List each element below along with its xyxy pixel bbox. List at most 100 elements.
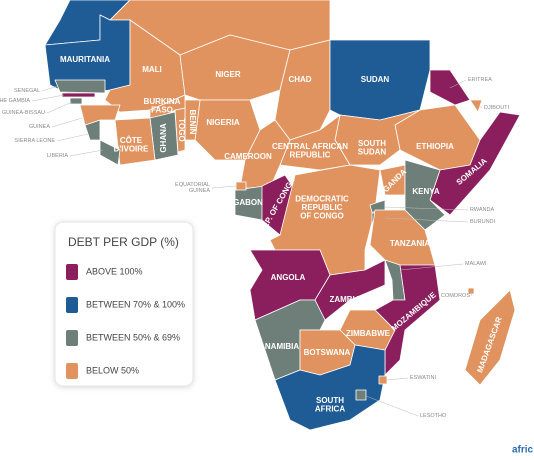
label-line: EQUATORIAL	[175, 182, 210, 188]
label-line: GUINEA	[29, 124, 50, 130]
countries	[44, 14, 521, 431]
leader-line	[384, 217, 469, 223]
label-line: KENYA	[412, 187, 439, 196]
brand: afric	[512, 445, 534, 456]
label-line: RWANDA	[470, 207, 494, 213]
country-label: RWANDA	[470, 207, 494, 213]
country-label: TANZANIA	[390, 239, 431, 248]
country-shape	[274, 344, 386, 431]
country-label: ZIMBABWE	[346, 329, 391, 338]
country-shape	[314, 259, 386, 321]
country-label: ESWATINI	[410, 375, 436, 381]
label-line: ERITREA	[468, 77, 492, 83]
legend-box	[54, 221, 194, 387]
label-line: SENEGAL	[14, 88, 40, 94]
country-label: BOTSWANA	[304, 348, 351, 357]
country-label: ANGOLA	[271, 273, 306, 282]
leader-line	[365, 395, 419, 417]
country-label: SOUTH AFRICA	[315, 396, 345, 414]
country-label: CÔTE D'IVOIRE	[114, 136, 149, 154]
legend-label: BELOW 50%	[86, 365, 139, 375]
label-line: REPUBLIC	[290, 150, 331, 159]
label-line: CÔTE	[120, 136, 143, 145]
legend-label: BETWEEN 50% & 69%	[86, 332, 180, 342]
label-line: CHAD	[288, 75, 311, 84]
country-label: DJIBOUTI	[484, 105, 510, 111]
country-label: GUINEA	[29, 124, 50, 130]
country-label: NAMIBIA	[265, 342, 299, 351]
label-line: NAMIBIA	[265, 342, 299, 351]
leader-line	[470, 290, 473, 297]
legend: DEBT PER GDP (%) ABOVE 100% BETWEEN 70% &…	[54, 221, 194, 387]
label-line: GABON	[233, 198, 263, 207]
country-shape	[179, 34, 291, 101]
country-label: BURUNDI	[470, 219, 496, 225]
country-shape	[99, 139, 121, 166]
country-label: GHANA	[159, 123, 168, 153]
label-line: AFRICA	[315, 404, 345, 413]
label-line: FASO	[151, 105, 173, 114]
label-line: BOTSWANA	[304, 348, 351, 357]
country-label: SUDAN	[361, 75, 390, 84]
label-line: ZIMBABWE	[346, 329, 391, 338]
country-label: ETHIOPIA	[416, 142, 454, 151]
country-label: MALI	[142, 65, 162, 74]
country-label: SENEGAL	[14, 88, 40, 94]
label-line: OF CONGO	[300, 212, 344, 221]
leader-line	[211, 185, 237, 189]
country-shape	[429, 111, 521, 216]
leader-line	[449, 79, 467, 89]
label-line: TOGO	[177, 118, 186, 141]
country-shape	[79, 104, 121, 126]
legend-swatch	[66, 297, 78, 313]
label-line: REPUBLIC	[302, 203, 343, 212]
legend-label: ABOVE 100%	[86, 266, 143, 276]
country-label: SIERRA LEONE	[15, 138, 56, 144]
label-line: GHANA	[159, 123, 168, 153]
country-label: LIBERIA	[47, 153, 68, 159]
label-line: CENTRAL AFRICAN	[272, 142, 348, 151]
legend-title: DEBT PER GDP (%)	[68, 235, 179, 249]
leader-line	[399, 263, 464, 271]
label-line: MALI	[142, 65, 162, 74]
leader-line	[31, 94, 65, 102]
country-label: ERITREA	[468, 77, 492, 83]
label-line: CAMEROON	[224, 152, 272, 161]
country-label: LESOTHO	[420, 413, 447, 419]
country-label: MAURITANIA	[60, 55, 110, 64]
country-label: THE GAMBIA	[0, 98, 30, 104]
country-label: EQUATORIAL GUINEA	[175, 182, 210, 194]
legend-swatch	[66, 330, 78, 346]
country-shape	[54, 79, 106, 94]
label-line: ANGOLA	[271, 273, 306, 282]
label-line: MALAWI	[465, 261, 487, 267]
leader-line	[69, 149, 104, 157]
label-line: LESOTHO	[420, 413, 447, 419]
label-line: D'IVOIRE	[114, 144, 149, 153]
country-label: CAMEROON	[224, 152, 272, 161]
legend-label: BETWEEN 70% & 100%	[86, 299, 185, 309]
country-label: NIGERIA	[206, 118, 240, 127]
leader-line	[386, 377, 409, 381]
country-shape	[464, 289, 516, 386]
label-line: MAURITANIA	[60, 55, 110, 64]
country-label: GUINEA-BISSAU	[2, 110, 45, 116]
label-line: SUDAN	[358, 147, 387, 156]
label-line: BURUNDI	[470, 219, 496, 225]
label-line: DJIBOUTI	[484, 105, 510, 111]
country-label: ZAMBIA	[329, 295, 360, 304]
country-shape	[61, 92, 96, 98]
country-label: COMOROS	[441, 293, 470, 299]
country-shape	[355, 389, 367, 401]
country-shape	[404, 159, 446, 231]
country-shape	[469, 99, 483, 113]
country-label: MALAWI	[465, 261, 487, 267]
country-label: DEMOCRATIC REPUBLIC OF CONGO	[295, 195, 349, 221]
country-shape	[69, 97, 83, 105]
label-line: ESWATINI	[410, 375, 436, 381]
legend-items: ABOVE 100% BETWEEN 70% & 100% BETWEEN 50% …	[66, 264, 185, 379]
leader-line	[41, 85, 59, 92]
country-label: BURKINA FASO	[144, 97, 181, 115]
leader-line	[384, 206, 469, 211]
